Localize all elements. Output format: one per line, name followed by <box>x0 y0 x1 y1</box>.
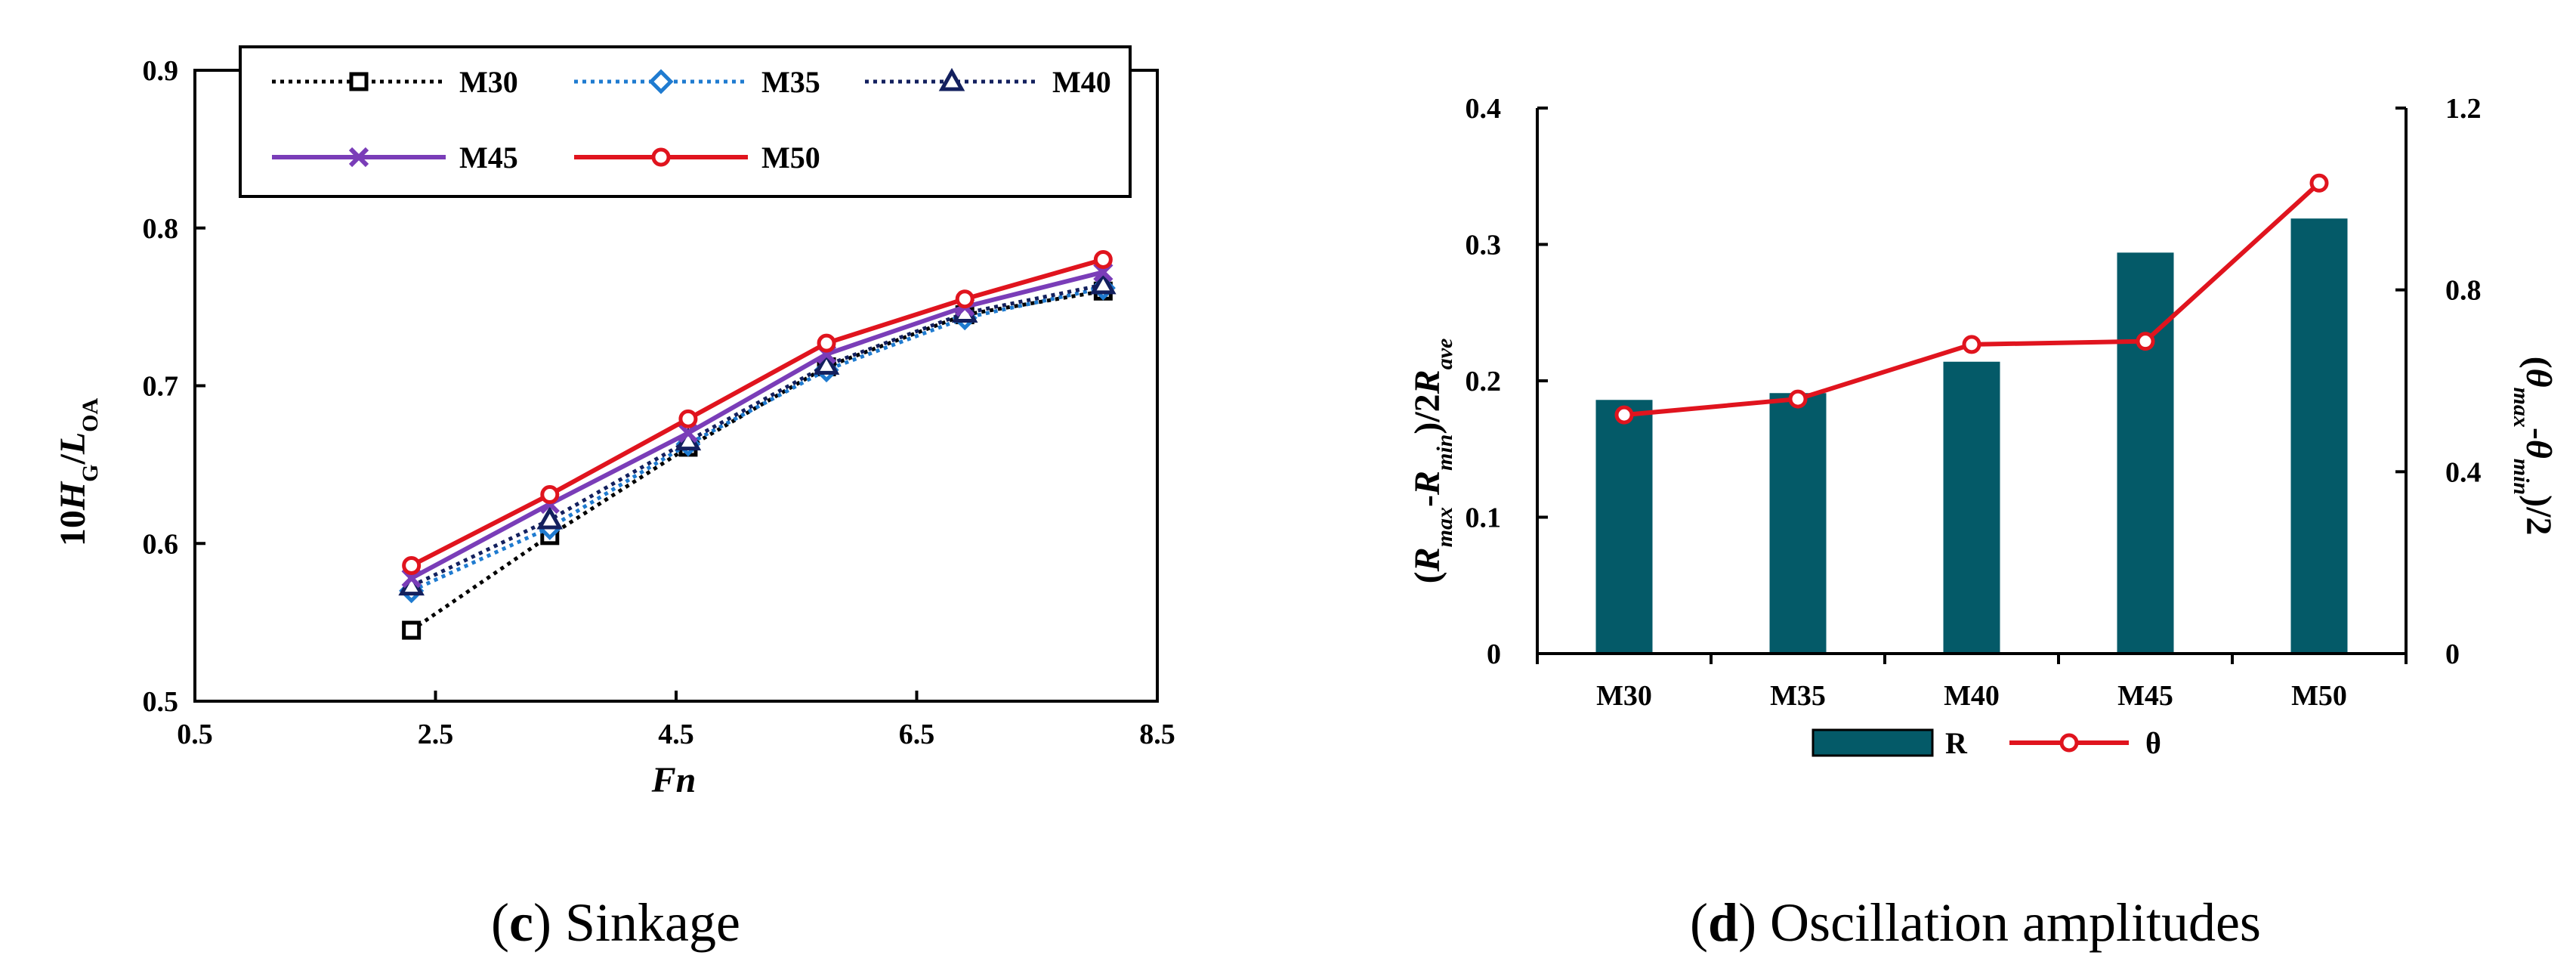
legend-label: M30 <box>459 65 518 99</box>
legend-entry-m40: M40 <box>865 65 1111 99</box>
data-point-m50 <box>678 409 698 428</box>
sinkage-caption: (c) Sinkage <box>491 892 740 953</box>
bar-m35 <box>1769 393 1827 654</box>
data-point-m40 <box>536 505 564 530</box>
legend-label: M40 <box>1052 65 1111 99</box>
series-line-m35 <box>410 286 1104 593</box>
category-label: M35 <box>1770 680 1826 712</box>
x-tick-label: 0.5 <box>177 719 213 750</box>
bar-m45 <box>2117 252 2174 654</box>
oscillation-caption: (d) Oscillation amplitudes <box>1690 892 2261 953</box>
series-line-m50 <box>410 257 1104 568</box>
legend-entry-r: R <box>1812 726 1968 760</box>
series-m50 <box>402 250 1113 575</box>
series-bars-r <box>1595 218 2348 654</box>
y-tick-label: 0.8 <box>143 213 179 245</box>
sinkage-plot-area: 0.5 0.6 0.7 0.8 0.9 0.5 2.5 4.5 6.5 8.5 <box>143 55 1175 750</box>
data-point-m50 <box>402 555 422 575</box>
legend-marker <box>348 147 369 168</box>
data-point-m30 <box>402 620 422 640</box>
oscillation-chart: 0 0.1 0.2 0.3 0.4 0 0.4 0.8 1.2 M30 M35 M40 M45 M50 R… <box>1407 93 2559 953</box>
legend-marker <box>938 67 965 91</box>
x-tick-label: 8.5 <box>1139 719 1175 750</box>
series-m35 <box>399 275 1116 604</box>
data-point-m50 <box>955 289 974 309</box>
right-y-tick-label: 0 <box>2445 638 2460 670</box>
category-label: M50 <box>2291 680 2347 712</box>
series-m40 <box>398 271 1117 596</box>
category-label: M45 <box>2117 680 2173 712</box>
legend-entry-m45: M45 <box>272 141 518 175</box>
left-y-tick-label: 0 <box>1487 638 1501 670</box>
legend-marker <box>648 69 674 94</box>
legend-entry-m30: M30 <box>272 65 518 99</box>
legend-marker <box>349 72 369 91</box>
legend-marker <box>651 147 671 167</box>
series-line-m45 <box>410 270 1104 580</box>
legend-label: θ <box>2145 726 2161 760</box>
series-m30 <box>402 281 1113 640</box>
bar-m40 <box>1943 361 2000 654</box>
legend-marker <box>2059 733 2079 753</box>
theta-point-m40 <box>1962 335 1981 354</box>
series-line-m40 <box>410 283 1104 588</box>
oscillation-right-y-axis-title: (θmax-θmin)/2 <box>2510 357 2559 536</box>
data-point-m40 <box>1090 271 1117 295</box>
oscillation-plot-area: 0 0.1 0.2 0.3 0.4 0 0.4 0.8 1.2 M30 M35 M40 M45 M50 <box>1466 93 2482 712</box>
sinkage-chart: 0.5 0.6 0.7 0.8 0.9 0.5 2.5 4.5 6.5 8.5 M30 M35 M40… <box>53 45 1175 953</box>
left-y-tick-label: 0.2 <box>1466 366 1502 397</box>
y-tick-label: 0.7 <box>143 371 179 403</box>
legend-entry-m35: M35 <box>574 65 820 99</box>
x-tick-label: 6.5 <box>899 719 935 750</box>
oscillation-left-y-axis-title: (Rmax-Rmin)/2Rave <box>1407 339 1457 584</box>
data-point-m50 <box>540 485 560 505</box>
data-point-m40 <box>813 351 840 375</box>
bar-m30 <box>1595 400 1653 654</box>
legend-label: M45 <box>459 141 518 175</box>
sinkage-legend: M30 M35 M40 M45 M50 <box>239 45 1132 198</box>
category-label: M40 <box>1944 680 2000 712</box>
data-point-m50 <box>817 333 836 353</box>
legend-entry-theta: θ <box>2009 726 2161 760</box>
bar-m50 <box>2290 218 2348 654</box>
legend-label: M35 <box>761 65 820 99</box>
right-y-tick-label: 1.2 <box>2445 93 2482 125</box>
y-tick-label: 0.5 <box>143 686 179 718</box>
left-y-tick-label: 0.3 <box>1466 230 1502 261</box>
data-point-m50 <box>1093 250 1113 269</box>
theta-point-m30 <box>1614 405 1634 425</box>
legend-label: R <box>1945 726 1968 760</box>
left-y-tick-label: 0.4 <box>1466 93 1502 125</box>
y-tick-label: 0.6 <box>143 528 179 560</box>
series-line-theta <box>1614 173 2329 425</box>
legend-label: M50 <box>761 141 820 175</box>
category-label: M30 <box>1596 680 1652 712</box>
left-y-tick-label: 0.1 <box>1466 502 1502 534</box>
sinkage-y-axis-title: 10HG/LOA <box>53 397 103 546</box>
theta-point-m45 <box>2136 332 2155 351</box>
theta-point-m35 <box>1788 389 1808 409</box>
sinkage-x-axis-title: Fn <box>651 760 697 800</box>
series-line-m30 <box>410 289 1104 632</box>
right-y-tick-label: 0.8 <box>2445 275 2482 307</box>
x-tick-label: 2.5 <box>418 719 454 750</box>
y-tick-label: 0.9 <box>143 55 179 87</box>
sinkage-legend-box <box>239 45 1132 198</box>
theta-point-m50 <box>2309 173 2329 193</box>
legend-entry-m50: M50 <box>574 141 820 175</box>
data-point-m45 <box>678 423 699 444</box>
x-tick-label: 4.5 <box>658 719 694 750</box>
right-y-tick-label: 0.4 <box>2445 456 2482 488</box>
legend-swatch-bar <box>1812 728 1934 757</box>
